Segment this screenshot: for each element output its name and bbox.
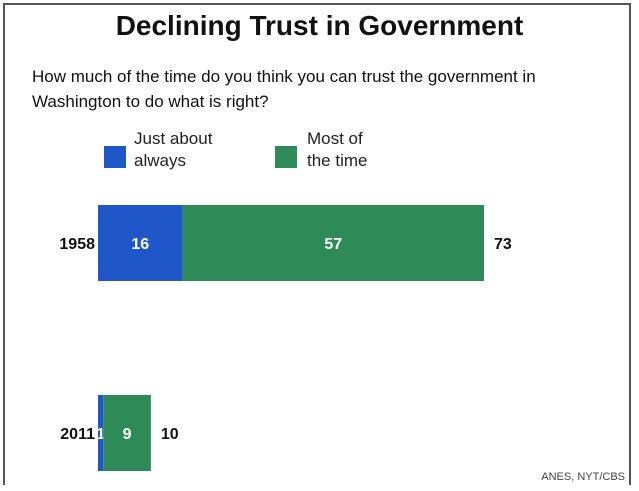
legend-swatch-most (275, 146, 297, 168)
chart-frame (3, 3, 631, 485)
legend-label-always: Just about always (134, 128, 244, 172)
bar-2011-most (103, 395, 151, 471)
data-label-2011-always: 1 (96, 426, 105, 443)
legend-label-always-line1: Just about (134, 129, 213, 148)
source-note: ANES, NYT/CBS (541, 471, 625, 483)
bar-1958-most (182, 205, 485, 281)
bar-2011-always (98, 395, 104, 471)
chart-subtitle: How much of the time do you think you ca… (32, 67, 536, 111)
data-label-2011-most: 9 (123, 426, 132, 443)
legend-swatch-always (104, 146, 126, 168)
total-label-1958: 73 (494, 236, 512, 253)
data-label-1958-always: 16 (131, 236, 149, 253)
legend-label-always-line2: always (134, 151, 186, 170)
category-label-2011: 2011 (60, 426, 95, 443)
legend-label-most: Most of the time (307, 128, 417, 172)
legend-label-most-line1: Most of (307, 129, 363, 148)
legend-label-most-line2: the time (307, 151, 368, 170)
total-label-2011: 10 (161, 426, 179, 443)
data-label-1958-most: 57 (324, 236, 342, 253)
bar-1958-always (98, 205, 183, 281)
chart-title: Declining Trust in Government (115, 10, 524, 41)
category-label-1958: 1958 (59, 236, 95, 253)
